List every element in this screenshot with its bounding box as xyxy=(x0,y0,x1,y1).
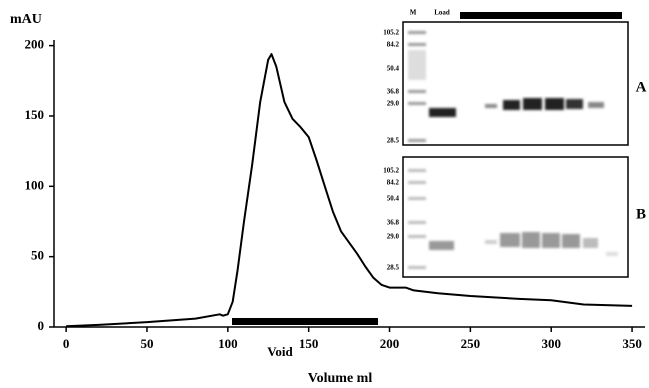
marker-label: 50.4 xyxy=(387,195,400,203)
x-tick-label: 100 xyxy=(218,336,238,351)
y-tick-label: 0 xyxy=(38,318,45,333)
panel-label: B xyxy=(636,206,646,222)
panel-label: A xyxy=(636,79,647,95)
chart: mAU Volume ml Void xyxy=(0,0,649,388)
lane-label: M xyxy=(410,9,417,17)
x-tick-label: 300 xyxy=(541,336,561,351)
marker-label: 105.2 xyxy=(383,29,399,37)
annotation: Void xyxy=(267,344,293,359)
x-tick-label: 50 xyxy=(140,336,153,351)
marker-label: 29.0 xyxy=(387,233,400,241)
marker-label: 50.4 xyxy=(387,65,400,73)
x-tick-label: 150 xyxy=(299,336,319,351)
void-bar xyxy=(232,318,378,325)
y-tick-label: 200 xyxy=(25,37,45,52)
marker-label: 28.5 xyxy=(387,137,400,145)
marker-label: 29.0 xyxy=(387,100,400,108)
marker-label: 84.2 xyxy=(387,179,400,187)
y-tick-label: 150 xyxy=(25,107,45,122)
marker-label: 105.2 xyxy=(383,167,399,175)
x-tick-label: 0 xyxy=(63,336,70,351)
gel-inset xyxy=(403,12,628,145)
lane-label: Load xyxy=(434,9,450,17)
x-tick-label: 200 xyxy=(380,336,400,351)
x-tick-label: 250 xyxy=(461,336,481,351)
marker-label: 84.2 xyxy=(387,41,400,49)
marker-label: 28.5 xyxy=(387,264,400,272)
x-axis-label: Volume ml xyxy=(308,371,373,386)
y-axis-label: mAU xyxy=(10,12,42,27)
gel-inset xyxy=(403,157,628,277)
marker-label: 36.8 xyxy=(387,219,400,227)
y-tick-label: 50 xyxy=(31,248,44,263)
y-tick-label: 100 xyxy=(25,177,45,192)
x-tick-label: 350 xyxy=(622,336,642,351)
marker-label: 36.8 xyxy=(387,88,400,96)
